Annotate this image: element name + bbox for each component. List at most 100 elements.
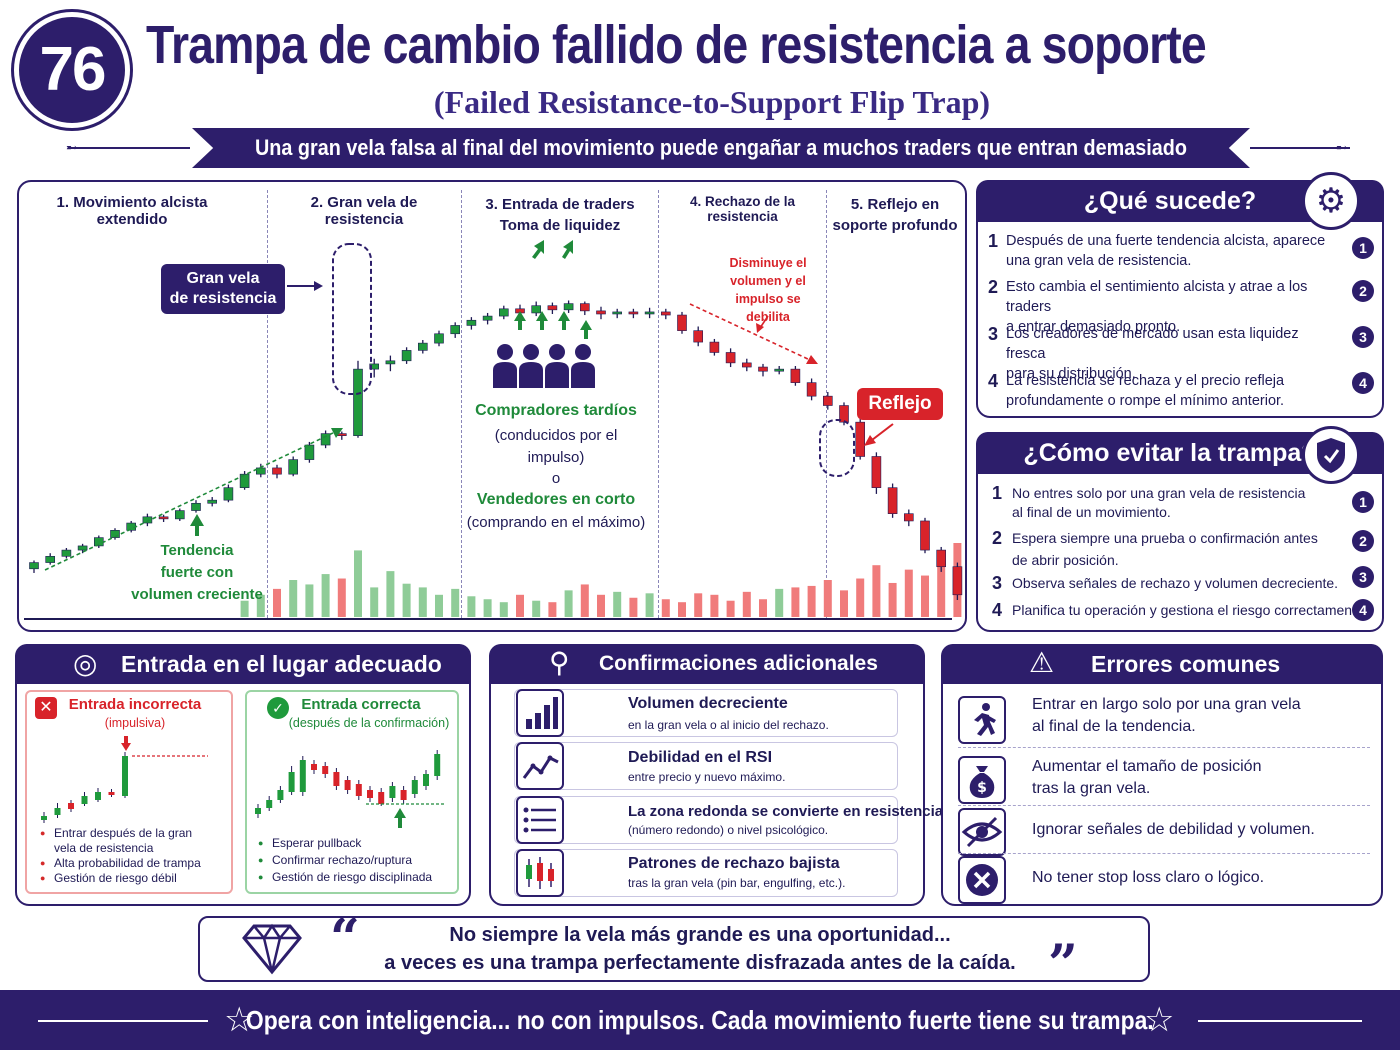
bullet-item: Entrar después de la gran vela de resist… [40, 826, 226, 856]
candle [191, 500, 201, 513]
volume-bar [645, 593, 654, 617]
error-divider [958, 747, 1370, 748]
candle [434, 330, 444, 347]
number-badge: 76 [14, 12, 130, 128]
candle [531, 301, 542, 317]
confirmation-sub: en la gran vela o al inicio del rechazo. [628, 718, 829, 732]
candle-body [952, 566, 963, 596]
item-number: 1 [988, 231, 999, 251]
quote-line-2: a veces es una trampa perfectamente disf… [384, 952, 1016, 974]
item-text: Esto cambia el sentimiento alcista y atr… [1006, 279, 1308, 335]
candle [255, 463, 266, 478]
buyer-arrows [514, 240, 592, 339]
candle [320, 430, 331, 449]
candle [920, 517, 930, 554]
close-circle-icon [958, 856, 1006, 904]
candle-body [790, 368, 801, 383]
volume-bar [418, 587, 427, 617]
late-buyers-label: Compradores tardíos [475, 402, 637, 419]
candle-body [660, 311, 671, 316]
or-word: o [551, 470, 561, 487]
candle [77, 543, 88, 554]
candle [304, 441, 315, 463]
candle-body [353, 368, 363, 436]
candle-body [547, 305, 558, 311]
volume-bar [256, 594, 265, 617]
bullet-item: Gestión de riesgo disciplinada [258, 869, 454, 886]
candle [498, 305, 509, 320]
volume-bar [807, 585, 816, 617]
confirmation-row [514, 796, 898, 844]
reflejo-arrow [871, 423, 894, 441]
footer-line-right [1198, 1020, 1362, 1022]
error-divider [958, 853, 1370, 854]
candle [239, 471, 250, 490]
evitar-title: ¿Cómo evitar la trampa? [1023, 439, 1317, 467]
phase-label-3: 3. Entrada de traders Toma de liquidez [485, 196, 635, 234]
volume-bar [742, 591, 751, 617]
candle-body [644, 311, 655, 315]
weakening-arrow-head [806, 355, 818, 364]
volume-bar [321, 574, 330, 617]
volume-bar [483, 599, 492, 617]
volume-bar [597, 594, 605, 617]
volume-bar [386, 571, 395, 617]
error-divider [958, 805, 1370, 806]
trend-arrow-head [331, 428, 343, 438]
candle [871, 452, 882, 494]
quote-line-1: No siempre la vela más grande es una opo… [449, 924, 951, 946]
volume-bar [710, 594, 719, 617]
volume-bar [240, 600, 249, 617]
candle-body [855, 421, 866, 457]
candle [612, 308, 623, 319]
short-sellers-sub: (comprando en el máximo) [466, 514, 646, 531]
confirmation-row [514, 742, 898, 790]
reflejo-arrow-head [864, 435, 876, 446]
big-candle-callout: Gran vela de resistencia [161, 264, 285, 314]
candle-body [434, 333, 444, 344]
candle [855, 419, 866, 460]
candle [644, 307, 655, 319]
que-sucede-title: ¿Qué sucede? [1083, 187, 1257, 215]
candle-body [579, 303, 590, 312]
candle-body [239, 473, 250, 488]
candle [401, 347, 412, 364]
candles-icon [516, 849, 564, 897]
candle-body [417, 342, 428, 351]
volume-bar [856, 578, 865, 617]
candle-body [158, 516, 169, 520]
confirmation-sub: entre precio y nuevo máximo. [628, 770, 786, 784]
confirmation-row [514, 689, 898, 737]
candle-body [936, 549, 947, 568]
candle-body [725, 352, 736, 364]
confirmaciones-header: ⚲ Confirmaciones adicionales [489, 644, 925, 684]
bullet-item: Alta probabilidad de trampa [40, 856, 226, 871]
candle [563, 300, 574, 313]
candle-body [29, 562, 39, 570]
candle [223, 484, 234, 503]
evitar-item: 2 Espera siempre una prueba o confirmaci… [992, 527, 1347, 568]
candle [936, 546, 947, 572]
number-circle: 1 [1352, 237, 1374, 259]
error-text: Entrar en largo solo por una gran vela a… [1032, 696, 1301, 735]
volume-bar [305, 584, 314, 617]
confirmation-sub: (número redondo) o nivel psicológico. [628, 823, 829, 837]
right-entry-points: Esperar pullback Confirmar rechazo/ruptu… [258, 835, 454, 886]
volume-bar [840, 590, 848, 617]
quote-close-mark: ” [1048, 934, 1078, 995]
people-icon [493, 344, 595, 388]
volume-bar [872, 565, 881, 617]
up-arrow-icon [536, 311, 548, 330]
svg-text:$: $ [977, 780, 987, 796]
confirmation-title: Volumen decreciente [628, 695, 788, 712]
bullet-item: Gestión de riesgo débil [40, 871, 226, 886]
wrong-entry-sub: (impulsiva) [104, 716, 166, 730]
error-text: Aumentar el tamaño de posición tras la g… [1032, 758, 1262, 797]
up-arrow-icon [514, 311, 526, 330]
candle [272, 464, 282, 479]
arrow-left-icon: ➸ [66, 139, 78, 155]
volume-bar [354, 550, 362, 617]
volume-bar [629, 597, 638, 617]
volume-bar [564, 590, 573, 617]
candle [45, 553, 56, 565]
